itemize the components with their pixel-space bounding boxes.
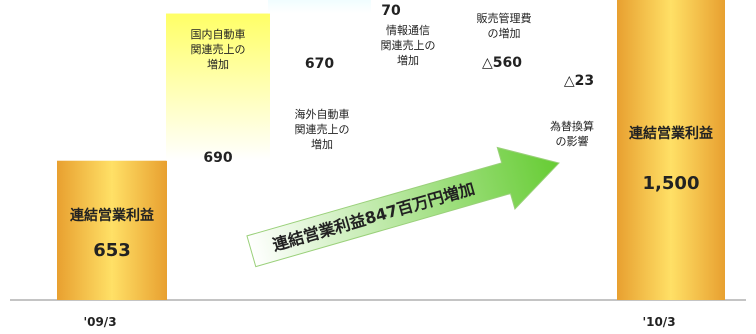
annotation-1: 関連売上の bbox=[191, 42, 246, 56]
annotation-4: 販売管理費 bbox=[477, 11, 532, 25]
value-label-6: 1,500 bbox=[643, 173, 700, 194]
annotation-2: 海外自動車 bbox=[295, 107, 350, 121]
annotation-1: 増加 bbox=[207, 58, 229, 71]
value-label-2: 670 bbox=[305, 56, 334, 72]
bar-1 bbox=[166, 13, 270, 161]
growth-arrow: 連結営業利益847百万円増加 bbox=[246, 146, 560, 268]
x-tick-label-0: '09/3 bbox=[83, 315, 116, 329]
annotation-5: の影響 bbox=[556, 134, 589, 148]
total-label-6: 連結営業利益 bbox=[629, 125, 713, 142]
value-label-4: △560 bbox=[482, 55, 522, 71]
annotation-4: の増加 bbox=[488, 27, 521, 40]
annotation-1: 国内自動車 bbox=[191, 27, 246, 41]
x-tick-label-1: '10/3 bbox=[642, 315, 675, 329]
bar-2 bbox=[268, 0, 371, 14]
value-label-0: 653 bbox=[93, 240, 131, 261]
annotation-3: 増加 bbox=[397, 54, 419, 67]
annotation-2: 関連売上の bbox=[295, 122, 350, 136]
annotation-2: 増加 bbox=[311, 138, 333, 151]
bar-6 bbox=[617, 0, 725, 301]
annotation-3: 情報通信 bbox=[386, 24, 430, 37]
value-label-3: 70 bbox=[381, 3, 401, 19]
value-label-1: 690 bbox=[203, 150, 232, 166]
annotation-3: 関連売上の bbox=[381, 38, 436, 52]
annotation-5: 為替換算 bbox=[550, 119, 594, 133]
bar-0 bbox=[57, 160, 167, 300]
value-label-5: △23 bbox=[564, 73, 594, 89]
total-label-0: 連結営業利益 bbox=[70, 207, 154, 224]
arrow-text: 連結営業利益847百万円増加 bbox=[270, 179, 477, 255]
